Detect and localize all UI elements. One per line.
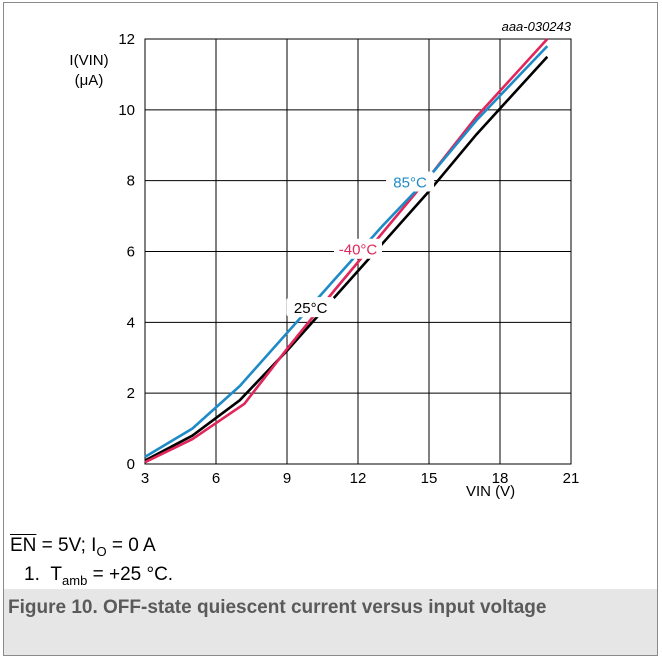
figure-caption: Figure 10. OFF-state quiescent current v…	[8, 597, 547, 618]
line-chart: 3 6 9 12 15 18 21 0 2 4 6 8 10 12 I(VIN) (μA) VIN (V) aaa…	[69, 19, 580, 500]
x-axis-label: VIN (V)	[466, 483, 515, 500]
y-tick-label: 12	[118, 31, 135, 48]
series-line	[144, 55, 549, 462]
footnote-rest: = +25 °C.	[87, 564, 174, 585]
y-tick-label: 8	[127, 173, 135, 190]
annotation-background	[286, 297, 335, 318]
x-tick-label: 15	[421, 470, 438, 487]
y-tick-label: 4	[127, 314, 135, 331]
y-tick-label: 2	[127, 385, 135, 402]
figure-id-label: aaa-030243	[502, 19, 572, 34]
figure-caption-box: Figure 10. OFF-state quiescent current v…	[4, 589, 657, 655]
y-tick-label: 10	[118, 102, 135, 119]
footnote-number: 1.	[24, 564, 40, 585]
condition-rest: = 5V; I	[36, 535, 97, 556]
series-annotation: 85°C	[393, 174, 427, 191]
footnote-t: T	[50, 564, 63, 585]
x-tick-label: 12	[350, 470, 367, 487]
footnote-subscript: amb	[62, 572, 88, 588]
x-tick-label: 9	[283, 470, 291, 487]
condition-end: = 0 A	[106, 535, 156, 556]
annotation-background	[334, 238, 382, 259]
annotation-background	[386, 171, 435, 192]
series-line	[144, 38, 549, 464]
test-condition: EN = 5V; IO = 0 A	[10, 535, 156, 559]
series-annotation: -40°C	[339, 242, 378, 259]
y-tick-label: 6	[127, 244, 135, 261]
x-tick-label: 18	[492, 470, 509, 487]
footnote: 1. Tamb = +25 °C.	[24, 564, 173, 588]
y-axis-unit: (μA)	[75, 72, 104, 89]
series-annotation: 25°C	[294, 300, 328, 317]
y-axis-label: I(VIN)	[69, 52, 108, 69]
x-tick-label: 6	[212, 470, 220, 487]
en-overline-label: EN	[10, 535, 37, 556]
condition-subscript: O	[96, 543, 107, 559]
series-line	[144, 45, 549, 459]
y-tick-label: 0	[127, 456, 135, 473]
figure-frame: 3 6 9 12 15 18 21 0 2 4 6 8 10 12 I(VIN) (μA) VIN (V) aaa…	[3, 2, 658, 656]
x-tick-label: 21	[563, 470, 580, 487]
x-tick-label: 3	[141, 470, 149, 487]
